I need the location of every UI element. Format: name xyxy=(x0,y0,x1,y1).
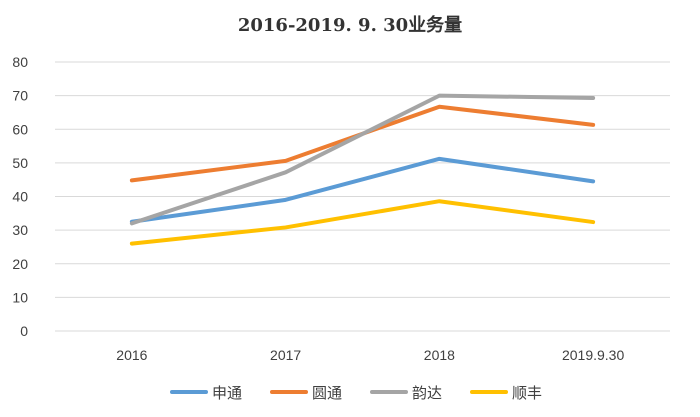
y-tick-label: 20 xyxy=(12,256,28,272)
series-lines xyxy=(129,93,596,246)
gridlines xyxy=(55,61,670,332)
y-tick-label: 60 xyxy=(12,121,28,137)
y-tick-label: 70 xyxy=(12,88,28,104)
series-line-2 xyxy=(129,93,596,226)
legend-label: 圆通 xyxy=(312,384,342,402)
legend-label: 韵达 xyxy=(412,384,442,402)
series-line-0 xyxy=(129,156,596,224)
chart-title: 2016-2019. 9. 30业务量 xyxy=(238,14,462,36)
y-tick-label: 80 xyxy=(12,54,28,70)
series-line-3 xyxy=(129,199,596,246)
x-tick-label: 2016 xyxy=(116,347,147,363)
y-tick-label: 40 xyxy=(12,189,28,205)
x-tick-label: 2019.9.30 xyxy=(562,347,624,363)
legend: 申通 圆通 韵达 顺丰 xyxy=(170,384,542,402)
x-axis-tick-labels: 2016 2017 2018 2019.9.30 xyxy=(116,347,624,363)
y-tick-label: 10 xyxy=(12,289,28,305)
legend-label: 顺丰 xyxy=(512,384,542,402)
x-tick-label: 2018 xyxy=(424,347,455,363)
y-tick-label: 50 xyxy=(12,155,28,171)
y-axis-tick-labels: 0 10 20 30 40 50 60 70 80 xyxy=(12,54,28,339)
y-tick-label: 0 xyxy=(20,323,28,339)
x-tick-label: 2017 xyxy=(270,347,301,363)
legend-label: 申通 xyxy=(212,384,242,402)
y-tick-label: 30 xyxy=(12,222,28,238)
